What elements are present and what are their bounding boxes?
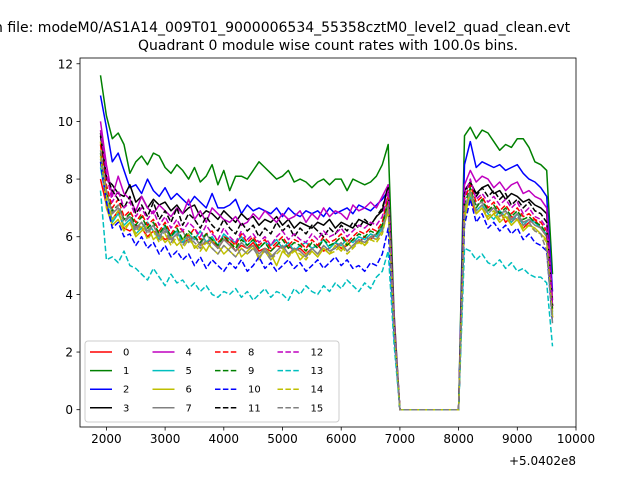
legend-label-11: 11 bbox=[248, 403, 261, 414]
x-tick-label: 2000 bbox=[91, 432, 122, 446]
series-line-11 bbox=[99, 135, 554, 411]
y-tick-label: 4 bbox=[65, 288, 73, 302]
legend-label-1: 1 bbox=[123, 366, 129, 377]
legend-label-4: 4 bbox=[186, 348, 192, 359]
x-tick-label: 6000 bbox=[326, 432, 357, 446]
x-tick-label: 7000 bbox=[385, 432, 416, 446]
legend-label-15: 15 bbox=[311, 403, 324, 414]
y-tick-label: 8 bbox=[65, 173, 73, 187]
series-line-13 bbox=[99, 190, 554, 411]
series-line-15 bbox=[99, 150, 554, 411]
legend-label-7: 7 bbox=[186, 403, 192, 414]
x-offset-label: +5.0402e8 bbox=[509, 454, 576, 468]
series-line-14 bbox=[99, 155, 554, 411]
x-tick-label: 9000 bbox=[502, 432, 533, 446]
series-line-1 bbox=[99, 75, 554, 411]
legend-label-12: 12 bbox=[311, 348, 324, 359]
legend-box bbox=[84, 340, 340, 423]
legend-label-5: 5 bbox=[186, 366, 192, 377]
series-line-4 bbox=[99, 121, 554, 411]
y-tick-label: 10 bbox=[58, 115, 73, 129]
legend-label-14: 14 bbox=[311, 385, 324, 396]
legend-label-8: 8 bbox=[248, 348, 254, 359]
axes-frame bbox=[79, 57, 577, 428]
x-tick-label: 10000 bbox=[557, 432, 595, 446]
x-tick-label: 4000 bbox=[209, 432, 240, 446]
plot-area: 2000 3000 4000 5000 6000 7000 8000 9000 10000 0 2 4… bbox=[58, 57, 595, 446]
legend-label-3: 3 bbox=[123, 403, 129, 414]
legend-label-13: 13 bbox=[311, 366, 324, 377]
series-line-8 bbox=[99, 144, 554, 411]
legend-label-2: 2 bbox=[123, 385, 129, 396]
x-tick-label: 5000 bbox=[267, 432, 298, 446]
legend-label-0: 0 bbox=[123, 348, 129, 359]
series-line-3 bbox=[99, 132, 554, 411]
legend-label-9: 9 bbox=[248, 366, 254, 377]
x-tick-label: 8000 bbox=[443, 432, 474, 446]
series-line-9 bbox=[99, 152, 554, 411]
y-tick-label: 12 bbox=[58, 57, 73, 71]
legend-label-10: 10 bbox=[248, 385, 261, 396]
x-tick-label: 3000 bbox=[150, 432, 181, 446]
figure-suptitle: n file: modeM0/AS1A14_009T01_9000006534_… bbox=[0, 20, 571, 36]
series-line-12 bbox=[99, 129, 554, 411]
y-tick-label: 6 bbox=[65, 230, 73, 244]
series-line-10 bbox=[99, 161, 554, 411]
legend-label-6: 6 bbox=[186, 385, 192, 396]
y-tick-label: 0 bbox=[65, 403, 73, 417]
chart-title: Quadrant 0 module wise count rates with … bbox=[138, 38, 518, 54]
y-tick-label: 2 bbox=[65, 346, 73, 360]
